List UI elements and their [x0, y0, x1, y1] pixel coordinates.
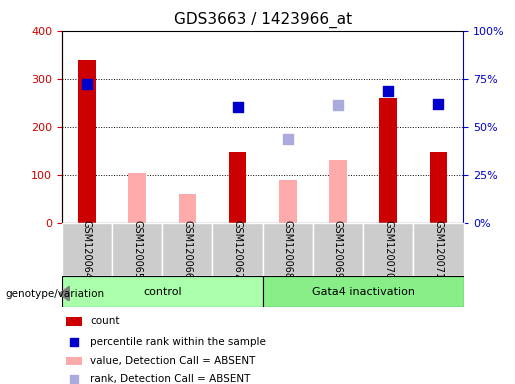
- FancyBboxPatch shape: [263, 276, 464, 307]
- Text: GSM120067: GSM120067: [233, 220, 243, 279]
- Text: count: count: [90, 316, 119, 326]
- Bar: [380, 98, 397, 223]
- Point: [284, 136, 292, 142]
- Bar: [66, 317, 82, 326]
- Text: control: control: [143, 287, 181, 297]
- Bar: [128, 173, 146, 223]
- FancyBboxPatch shape: [62, 223, 112, 276]
- FancyBboxPatch shape: [413, 223, 464, 276]
- Bar: [279, 180, 297, 223]
- Point: [233, 104, 242, 110]
- Text: percentile rank within the sample: percentile rank within the sample: [90, 337, 266, 347]
- Point: [368, 330, 376, 336]
- FancyBboxPatch shape: [62, 276, 263, 307]
- Text: genotype/variation: genotype/variation: [5, 289, 104, 299]
- Text: GSM120071: GSM120071: [434, 220, 443, 279]
- Bar: [329, 161, 347, 223]
- Title: GDS3663 / 1423966_at: GDS3663 / 1423966_at: [174, 12, 352, 28]
- Bar: [179, 194, 196, 223]
- Text: GSM120069: GSM120069: [333, 220, 343, 279]
- Point: [384, 88, 392, 94]
- Text: GSM120066: GSM120066: [182, 220, 192, 279]
- Point: [334, 101, 342, 108]
- Bar: [66, 357, 82, 365]
- FancyBboxPatch shape: [363, 223, 413, 276]
- FancyBboxPatch shape: [263, 223, 313, 276]
- FancyBboxPatch shape: [112, 223, 162, 276]
- FancyBboxPatch shape: [313, 223, 363, 276]
- Text: Gata4 inactivation: Gata4 inactivation: [312, 287, 415, 297]
- Text: rank, Detection Call = ABSENT: rank, Detection Call = ABSENT: [90, 374, 250, 384]
- FancyBboxPatch shape: [212, 223, 263, 276]
- Point: [83, 81, 91, 87]
- Bar: [229, 152, 246, 223]
- Text: value, Detection Call = ABSENT: value, Detection Call = ABSENT: [90, 356, 255, 366]
- Text: GSM120070: GSM120070: [383, 220, 393, 279]
- Point: [434, 101, 442, 107]
- FancyBboxPatch shape: [162, 223, 212, 276]
- Bar: [430, 152, 447, 223]
- Bar: [78, 60, 96, 223]
- Point: [368, 0, 376, 3]
- Polygon shape: [59, 286, 70, 301]
- Text: GSM120068: GSM120068: [283, 220, 293, 279]
- Text: GSM120064: GSM120064: [82, 220, 92, 279]
- Text: GSM120065: GSM120065: [132, 220, 142, 279]
